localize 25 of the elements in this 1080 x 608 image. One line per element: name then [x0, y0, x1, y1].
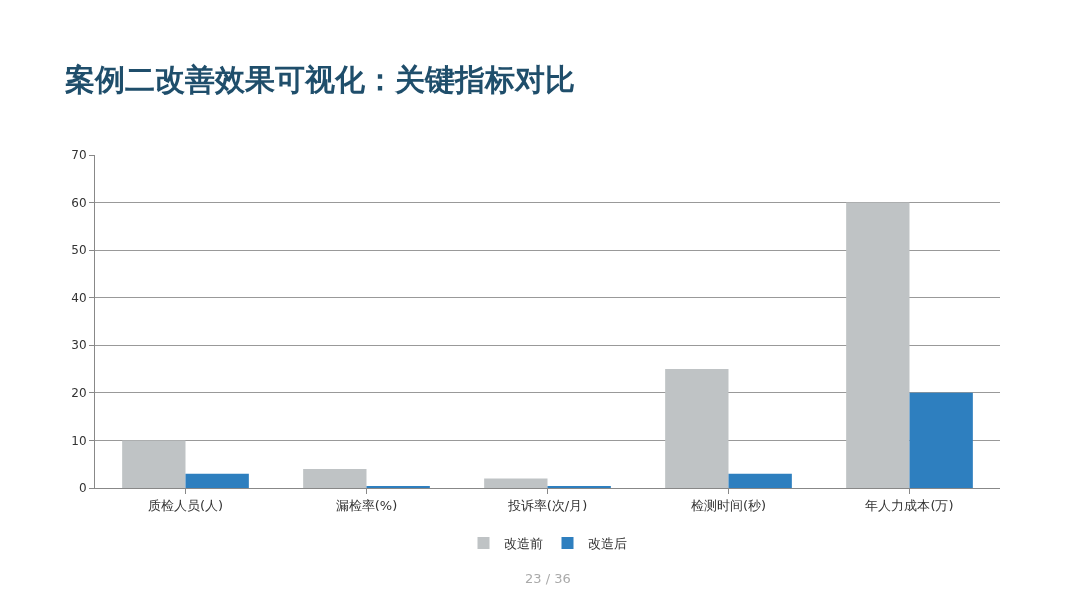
- x-tick-label: 年人力成本(万): [865, 497, 954, 513]
- x-tick-label: 投诉率(次/月): [506, 497, 588, 513]
- y-tick-label: 10: [71, 433, 87, 448]
- bar: [185, 473, 249, 488]
- legend-label: 改造后: [587, 535, 627, 551]
- y-tick-label: 50: [71, 243, 87, 258]
- x-tick-label: 质检人员(人): [147, 497, 224, 513]
- y-tick-label: 60: [71, 195, 87, 210]
- bar: [665, 369, 729, 488]
- bar: [484, 478, 548, 488]
- y-tick-label: 40: [71, 290, 87, 305]
- bar: [303, 468, 367, 488]
- x-tick-label: 检测时间(秒): [690, 497, 767, 513]
- x-tick-label: 漏检率(%): [335, 497, 398, 513]
- bar: [728, 473, 792, 488]
- y-tick-label: 0: [78, 481, 87, 496]
- y-tick-label: 30: [71, 338, 87, 353]
- legend-label: 改造前: [503, 535, 543, 551]
- bar: [122, 440, 186, 488]
- y-tick-label: 70: [71, 148, 87, 163]
- text: 23 / 36: [525, 571, 571, 586]
- bar: [909, 392, 973, 488]
- bar: [846, 202, 910, 488]
- chart-title: 案例二改善效果可视化：关键指标对比: [63, 61, 575, 97]
- y-tick-label: 20: [71, 386, 87, 401]
